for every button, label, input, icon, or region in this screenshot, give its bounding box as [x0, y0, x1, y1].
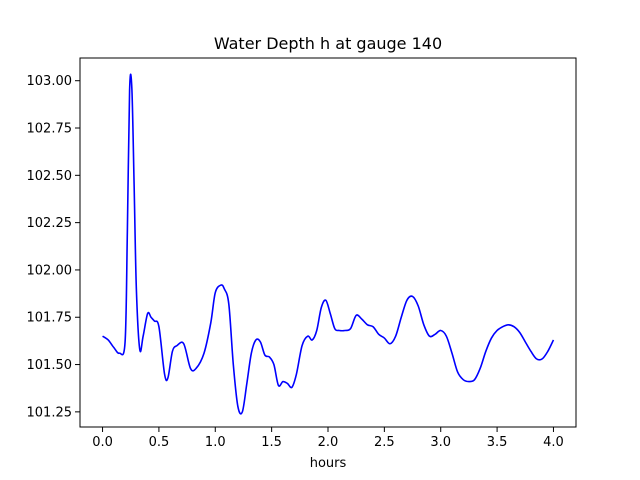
x-tick-label: 3.0	[430, 435, 451, 450]
y-tick-label: 101.25	[27, 405, 73, 420]
x-tick-label: 1.5	[261, 435, 282, 450]
y-tick-label: 101.75	[27, 311, 73, 326]
y-tick-label: 103.00	[27, 74, 73, 89]
x-axis-label: hours	[310, 456, 347, 471]
y-tick-label: 102.25	[27, 216, 73, 231]
y-axis: 101.25 101.50 101.75 102.00 102.25 102.50 102.…	[27, 74, 80, 420]
x-tick-label: 3.5	[487, 435, 508, 450]
series-line	[102, 73, 555, 415]
x-tick-label: 4.0	[543, 435, 564, 450]
x-tick-label: 0.0	[92, 435, 113, 450]
y-tick-label: 102.50	[27, 169, 73, 184]
x-tick-label: 2.5	[374, 435, 395, 450]
x-tick-label: 0.5	[149, 435, 170, 450]
y-tick-label: 102.00	[27, 263, 73, 278]
y-tick-label: 102.75	[27, 122, 73, 137]
x-axis: 0.0 0.5 1.0 1.5 2.0 2.5 3.0 3.5 4.0	[92, 427, 564, 450]
x-tick-label: 1.0	[205, 435, 226, 450]
x-tick-label: 2.0	[318, 435, 339, 450]
chart-title: Water Depth h at gauge 140	[214, 34, 442, 53]
y-tick-label: 101.50	[27, 358, 73, 373]
series-layer	[102, 73, 555, 415]
plot-area	[80, 58, 576, 427]
